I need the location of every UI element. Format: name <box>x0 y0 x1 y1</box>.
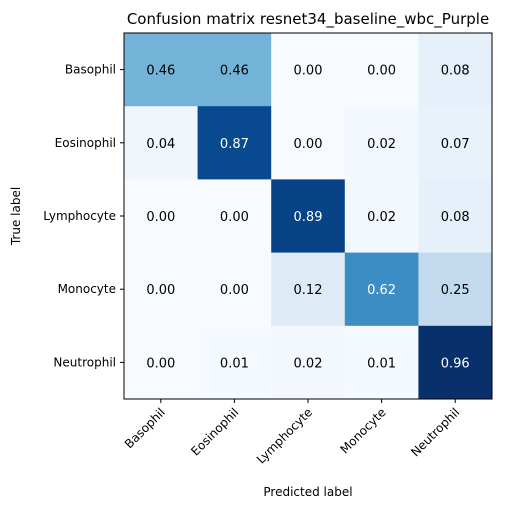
heatmap-cell <box>197 325 272 400</box>
heatmap-cell <box>344 325 419 400</box>
cell-value-label: 0.02 <box>367 137 396 152</box>
y-tick-label: Monocyte <box>58 282 116 296</box>
heatmap-cell <box>344 252 419 327</box>
cell-value-label: 0.07 <box>441 137 470 152</box>
cell-value-label: 0.46 <box>146 64 175 79</box>
cell-value-label: 0.89 <box>294 210 323 225</box>
heatmap-cell <box>197 179 272 254</box>
heatmap-cell <box>124 33 199 107</box>
cell-value-label: 0.02 <box>294 356 323 371</box>
heatmap-cell <box>271 179 346 254</box>
x-tick-label: Eosinophil <box>188 405 241 458</box>
heatmap-cell <box>124 179 199 254</box>
heatmap-cell <box>124 325 199 400</box>
heatmap-cell <box>197 33 272 107</box>
cell-value-label: 0.96 <box>441 356 470 371</box>
cell-value-label: 0.02 <box>367 210 396 225</box>
cell-value-label: 0.08 <box>441 210 470 225</box>
heatmap-cell <box>344 179 419 254</box>
y-tick-label: Eosinophil <box>55 136 116 150</box>
cell-value-label: 0.00 <box>146 283 175 298</box>
cell-value-label: 0.25 <box>441 283 470 298</box>
heatmap-cell <box>418 325 493 400</box>
heatmap-cell <box>344 33 419 107</box>
heatmap-cells: 0.46 0.46 0.00 0.00 0.08 0.04 0.87 0.00 0.02 0.07… <box>124 33 493 400</box>
cell-value-label: 0.46 <box>220 64 249 79</box>
x-tick-label: Lymphocyte <box>254 405 315 466</box>
y-tick-label: Lymphocyte <box>43 209 116 223</box>
cell-value-label: 0.00 <box>220 210 249 225</box>
chart-title: Confusion matrix resnet34_baseline_wbc_P… <box>127 10 489 29</box>
cell-value-label: 0.01 <box>367 356 396 371</box>
cell-value-label: 0.01 <box>220 356 249 371</box>
cell-value-label: 0.00 <box>294 64 323 79</box>
heatmap-cell <box>271 106 346 180</box>
cell-value-label: 0.00 <box>220 283 249 298</box>
heatmap-cell <box>418 106 493 180</box>
cell-value-label: 0.00 <box>367 64 396 79</box>
heatmap-cell <box>124 252 199 327</box>
cell-value-label: 0.00 <box>294 137 323 152</box>
heatmap-cell <box>418 252 493 327</box>
x-axis-ticks: Basophil Eosinophil Lymphocyte Monocyte Neut… <box>122 399 462 467</box>
heatmap-cell <box>344 106 419 180</box>
heatmap-cell <box>197 252 272 327</box>
heatmap-cell <box>124 106 199 180</box>
heatmap-cell <box>418 179 493 254</box>
cell-value-label: 0.00 <box>146 356 175 371</box>
y-axis-label: True label <box>9 187 23 246</box>
x-tick-label: Monocyte <box>338 405 389 456</box>
heatmap-cell <box>271 33 346 107</box>
x-tick-label: Basophil <box>122 405 168 451</box>
heatmap-cell <box>418 33 493 107</box>
x-axis-label: Predicted label <box>263 485 352 499</box>
cell-value-label: 0.08 <box>441 64 470 79</box>
heatmap-cell <box>197 106 272 180</box>
x-tick-label: Neutrophil <box>408 405 462 459</box>
y-tick-label: Neutrophil <box>53 355 116 369</box>
y-axis-ticks: Basophil Eosinophil Lymphocyte Monocyte Neut… <box>43 63 124 369</box>
cell-value-label: 0.00 <box>146 210 175 225</box>
heatmap-cell <box>271 252 346 327</box>
cell-value-label: 0.04 <box>146 137 175 152</box>
cell-value-label: 0.87 <box>220 137 249 152</box>
y-tick-label: Basophil <box>65 63 116 77</box>
heatmap-cell <box>271 325 346 400</box>
cell-value-label: 0.12 <box>294 283 323 298</box>
cell-value-label: 0.62 <box>367 283 396 298</box>
